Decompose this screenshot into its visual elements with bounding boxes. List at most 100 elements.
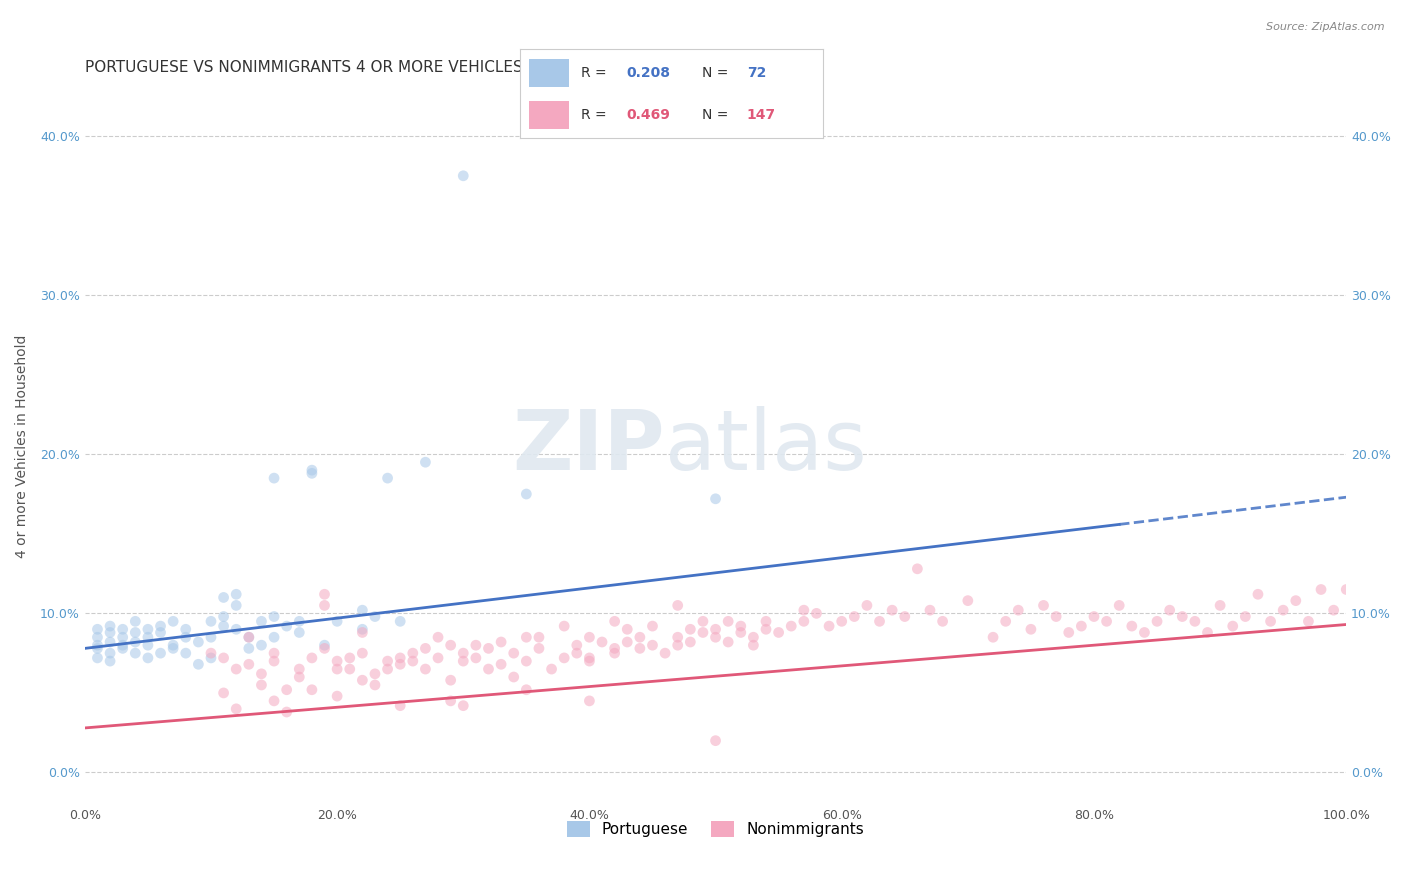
- Point: [793, 615, 815, 629]
- Point: [276, 682, 298, 697]
- Point: [111, 638, 134, 652]
- Point: [314, 638, 336, 652]
- Point: [464, 651, 486, 665]
- Point: [187, 635, 209, 649]
- Point: [1298, 615, 1320, 629]
- Point: [603, 646, 626, 660]
- Point: [263, 630, 285, 644]
- Point: [565, 638, 588, 652]
- Point: [641, 638, 664, 652]
- Point: [427, 651, 450, 665]
- Point: [263, 471, 285, 485]
- Point: [212, 609, 235, 624]
- Point: [200, 646, 222, 660]
- Point: [882, 603, 904, 617]
- Point: [314, 587, 336, 601]
- Point: [1171, 609, 1194, 624]
- Point: [86, 630, 108, 644]
- Point: [502, 670, 524, 684]
- Point: [136, 630, 159, 644]
- Point: [86, 638, 108, 652]
- Point: [489, 635, 512, 649]
- Point: [679, 622, 702, 636]
- Text: 0.469: 0.469: [626, 108, 669, 122]
- Text: ZIP: ZIP: [513, 406, 665, 487]
- Point: [1121, 619, 1143, 633]
- Point: [288, 625, 311, 640]
- Point: [1032, 599, 1054, 613]
- Point: [616, 622, 638, 636]
- Point: [288, 670, 311, 684]
- Point: [931, 615, 953, 629]
- Point: [136, 651, 159, 665]
- Point: [276, 705, 298, 719]
- Text: 147: 147: [747, 108, 776, 122]
- Point: [654, 646, 676, 660]
- Point: [200, 630, 222, 644]
- Text: 0.208: 0.208: [626, 66, 671, 80]
- Point: [212, 591, 235, 605]
- Point: [238, 657, 260, 672]
- Point: [250, 666, 273, 681]
- Point: [440, 638, 463, 652]
- Text: atlas: atlas: [665, 406, 868, 487]
- Point: [1146, 615, 1168, 629]
- Point: [1247, 587, 1270, 601]
- Point: [402, 646, 425, 660]
- Point: [98, 654, 121, 668]
- Point: [149, 625, 172, 640]
- Point: [352, 625, 374, 640]
- Point: [314, 641, 336, 656]
- Point: [162, 641, 184, 656]
- Text: 72: 72: [747, 66, 766, 80]
- Point: [603, 615, 626, 629]
- Point: [1045, 609, 1067, 624]
- Point: [124, 625, 146, 640]
- Point: [288, 615, 311, 629]
- Point: [666, 599, 689, 613]
- Point: [136, 622, 159, 636]
- Point: [869, 615, 891, 629]
- Point: [628, 641, 651, 656]
- Point: [263, 694, 285, 708]
- Point: [578, 630, 600, 644]
- Point: [427, 630, 450, 644]
- Point: [578, 651, 600, 665]
- Point: [98, 646, 121, 660]
- Text: N =: N =: [702, 66, 733, 80]
- Point: [742, 638, 765, 652]
- Point: [1108, 599, 1130, 613]
- Point: [174, 630, 197, 644]
- Point: [717, 615, 740, 629]
- Point: [679, 635, 702, 649]
- Point: [806, 607, 828, 621]
- Point: [225, 599, 247, 613]
- Point: [389, 657, 412, 672]
- Point: [515, 487, 537, 501]
- Point: [364, 666, 387, 681]
- Point: [704, 491, 727, 506]
- Point: [389, 615, 412, 629]
- Point: [1070, 619, 1092, 633]
- Point: [200, 615, 222, 629]
- Point: [515, 630, 537, 644]
- Point: [540, 662, 562, 676]
- Point: [364, 678, 387, 692]
- Text: N =: N =: [702, 108, 733, 122]
- Point: [402, 654, 425, 668]
- Y-axis label: 4 or more Vehicles in Household: 4 or more Vehicles in Household: [15, 334, 30, 558]
- Point: [352, 622, 374, 636]
- Point: [301, 682, 323, 697]
- Point: [1019, 622, 1042, 636]
- FancyBboxPatch shape: [529, 101, 568, 129]
- Point: [225, 587, 247, 601]
- Point: [263, 609, 285, 624]
- Point: [326, 615, 349, 629]
- Point: [225, 622, 247, 636]
- Point: [856, 599, 879, 613]
- Point: [86, 651, 108, 665]
- Point: [502, 646, 524, 660]
- Point: [692, 625, 714, 640]
- Point: [238, 641, 260, 656]
- Point: [994, 615, 1017, 629]
